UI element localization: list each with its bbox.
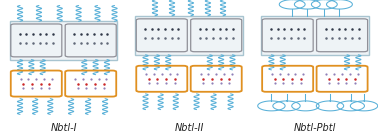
Bar bbox=[261, 16, 369, 55]
Bar bbox=[135, 16, 243, 55]
Text: Nbtl-I: Nbtl-I bbox=[50, 123, 77, 133]
Text: Nbtl-Pbtl: Nbtl-Pbtl bbox=[294, 123, 336, 133]
Bar bbox=[10, 21, 117, 60]
Text: Nbtl-II: Nbtl-II bbox=[174, 123, 204, 133]
